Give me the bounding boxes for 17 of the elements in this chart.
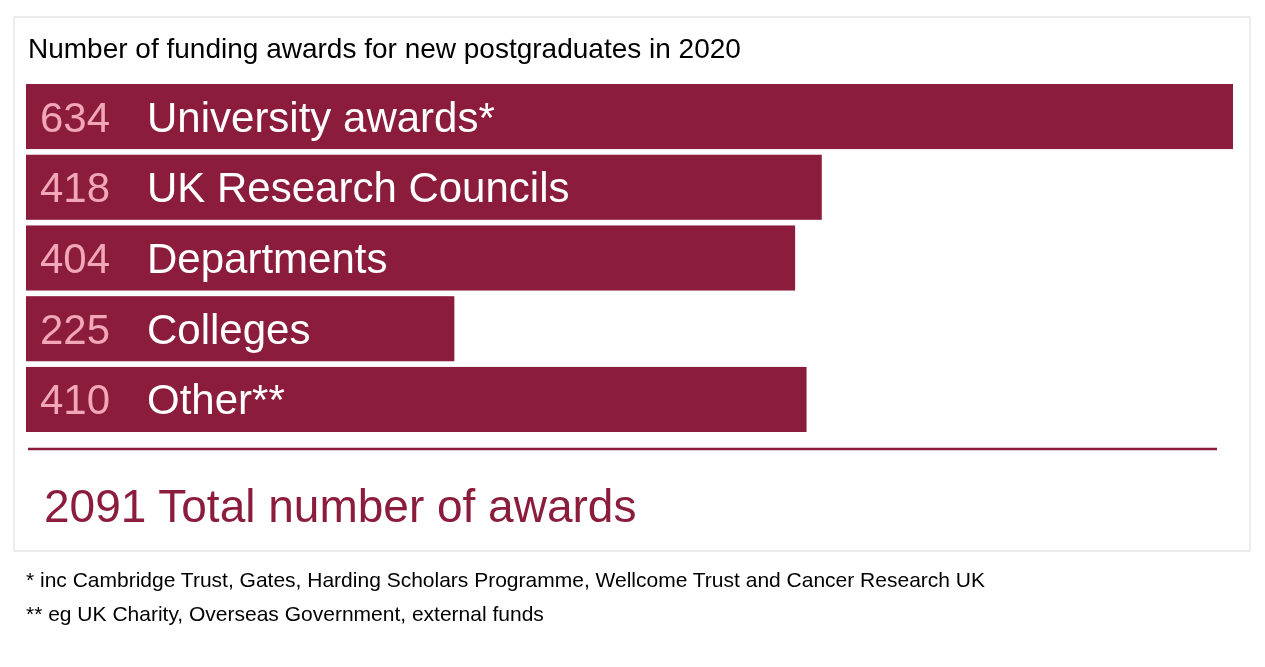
chart-title: Number of funding awards for new postgraduates in 2020 — [28, 33, 741, 64]
bar — [26, 84, 1233, 150]
data-label: 410 — [40, 376, 111, 424]
text: * inc Cambridge Trust, Gates, Harding Scholars Programme, Wellcome Trust and Cancer Research UK — [26, 568, 985, 591]
y-tick-label: Colleges — [147, 305, 311, 353]
data-label: 634 — [40, 93, 111, 141]
bar — [26, 225, 796, 291]
y-tick-label: Departments — [147, 235, 388, 282]
data-label: 225 — [40, 305, 111, 353]
data-label: 404 — [40, 235, 111, 282]
y-tick-label: Other** — [147, 376, 285, 424]
bar — [26, 366, 807, 432]
text: 2091 Total number of awards — [44, 480, 637, 532]
y-tick-label: UK Research Councils — [147, 164, 570, 212]
text: ** eg UK Charity, Overseas Government, external funds — [26, 602, 544, 625]
y-tick-label: University awards* — [147, 93, 495, 141]
data-label: 418 — [40, 164, 111, 212]
